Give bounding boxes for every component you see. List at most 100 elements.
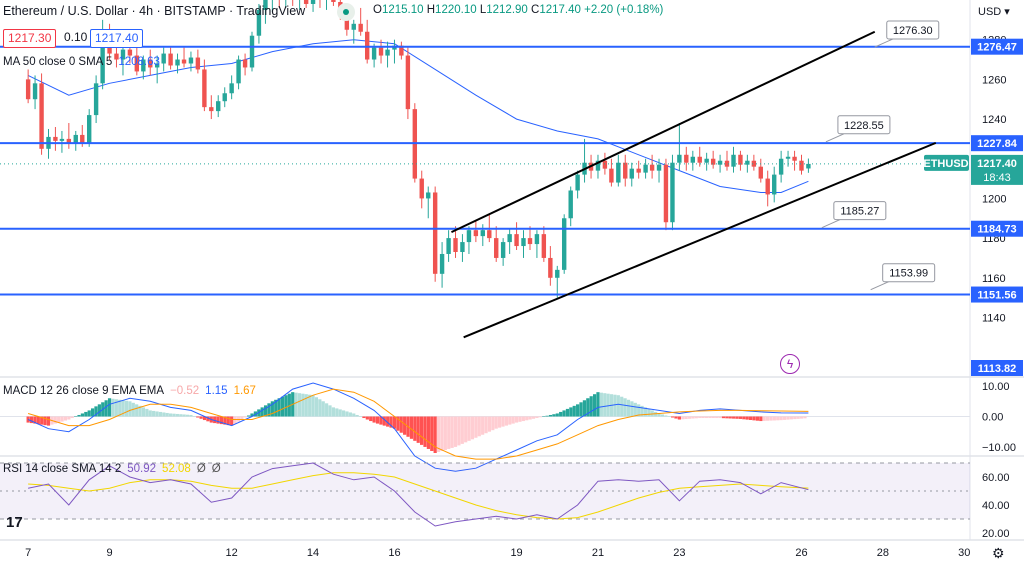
candle-up[interactable] (236, 55, 241, 90)
candle-down[interactable] (419, 170, 424, 209)
candle-down[interactable] (623, 154, 628, 187)
candle-down[interactable] (202, 59, 207, 112)
candle-up[interactable] (59, 130, 65, 153)
candle-down[interactable] (684, 146, 689, 171)
candle-up[interactable] (643, 158, 648, 179)
candle-up[interactable] (73, 130, 78, 151)
candle-up[interactable] (772, 166, 777, 203)
candle-down[interactable] (134, 47, 140, 76)
candle-up[interactable] (555, 265, 560, 298)
flash-icon[interactable]: ϟ (780, 354, 800, 374)
candle-down[interactable] (303, 0, 309, 8)
candle-down[interactable] (25, 69, 31, 104)
time-axis[interactable]: 7 9 12 14 16 19 21 23 26 28 30 (25, 547, 970, 559)
candle-up[interactable] (731, 146, 736, 173)
candle-up[interactable] (507, 228, 512, 254)
candle-up[interactable] (222, 87, 227, 108)
eye-icon[interactable] (337, 3, 355, 21)
candle-down[interactable] (710, 150, 716, 169)
candle-up[interactable] (806, 158, 811, 173)
buy-price-button[interactable]: 1217.40 (90, 29, 144, 48)
candle-up[interactable] (582, 138, 587, 183)
candle-down[interactable] (209, 95, 214, 120)
candle-down[interactable] (541, 226, 547, 262)
candle-up[interactable] (745, 154, 750, 173)
candle-up[interactable] (216, 95, 221, 118)
candle-down[interactable] (765, 170, 770, 207)
candle-up[interactable] (561, 214, 567, 274)
candle-up[interactable] (175, 53, 180, 74)
candle-down[interactable] (364, 19, 370, 64)
candle-up[interactable] (229, 75, 234, 100)
candle-down[interactable] (494, 226, 499, 262)
ma-legend[interactable]: MA 50 close 0 SMA 5 1208.63 (3, 56, 160, 68)
candle-down[interactable] (66, 123, 72, 149)
candle-down[interactable] (758, 158, 763, 183)
candle-up[interactable] (677, 123, 682, 171)
candle-up[interactable] (466, 226, 472, 254)
candle-up[interactable] (297, 0, 301, 10)
candle-down[interactable] (318, 0, 322, 8)
candle-down[interactable] (799, 154, 804, 175)
candle-down[interactable] (751, 154, 757, 171)
price-callout[interactable]: 1153.99 (870, 263, 936, 291)
price-pane[interactable]: 1276.30 1228.55 1185.27 1153.99 (0, 0, 970, 339)
candle-up[interactable] (32, 75, 38, 110)
candle-up[interactable] (86, 109, 92, 147)
candle-up[interactable] (778, 150, 784, 183)
candle-up[interactable] (446, 230, 451, 262)
candle-up[interactable] (568, 186, 573, 227)
channel-trend-line[interactable] (451, 30, 876, 234)
candle-down[interactable] (548, 246, 553, 286)
candle-down[interactable] (609, 158, 614, 187)
candle-up[interactable] (656, 158, 662, 183)
candle-up[interactable] (480, 224, 485, 247)
macd-pane[interactable] (0, 382, 970, 472)
candle-down[interactable] (148, 49, 153, 76)
candle-up[interactable] (670, 154, 675, 231)
candle-up[interactable] (500, 238, 506, 266)
rsi-pane[interactable] (0, 462, 970, 527)
candle-up[interactable] (161, 47, 166, 72)
candle-up[interactable] (690, 150, 696, 171)
price-callout[interactable]: 1185.27 (821, 201, 887, 229)
price-axis[interactable]: 114011601180120012201240126012801276.471… (923, 35, 1023, 540)
candle-down[interactable] (195, 49, 201, 74)
candle-up[interactable] (629, 162, 634, 187)
candle-up[interactable] (154, 55, 160, 84)
channel-trend-line[interactable] (463, 141, 937, 339)
candle-down[interactable] (181, 47, 187, 68)
candle-down[interactable] (168, 47, 173, 70)
macd-legend[interactable]: MACD 12 26 close 9 EMA EMA −0.52 1.15 1.67 (3, 385, 256, 397)
sell-price-button[interactable]: 1217.30 (3, 29, 57, 48)
candle-down[interactable] (636, 160, 641, 179)
candle-up[interactable] (256, 3, 262, 44)
rsi-legend[interactable]: RSI 14 close SMA 14 2 50.92 52.08 Ø Ø (3, 463, 221, 475)
candle-up[interactable] (188, 51, 194, 72)
candle-down[interactable] (53, 126, 58, 151)
price-callout[interactable]: 1276.30 (874, 20, 940, 48)
candle-down[interactable] (663, 158, 669, 231)
candle-down[interactable] (514, 222, 519, 251)
candle-down[interactable] (473, 220, 479, 243)
candle-down[interactable] (242, 53, 248, 76)
candle-up[interactable] (263, 0, 268, 24)
candle-down[interactable] (792, 150, 797, 171)
candle-down[interactable] (738, 150, 743, 171)
candle-down[interactable] (649, 154, 655, 179)
candle-up[interactable] (310, 0, 316, 12)
price-callout[interactable]: 1228.55 (825, 115, 891, 143)
candle-down[interactable] (724, 150, 730, 171)
candle-up[interactable] (284, 0, 288, 8)
candle-up[interactable] (575, 170, 580, 199)
candle-up[interactable] (616, 154, 621, 187)
candle-down[interactable] (378, 39, 384, 64)
candle-down[interactable] (291, 0, 295, 6)
candle-down[interactable] (697, 146, 702, 167)
candle-down[interactable] (331, 0, 336, 6)
candle-down[interactable] (39, 73, 44, 155)
candle-up[interactable] (426, 186, 431, 219)
candle-down[interactable] (432, 186, 438, 282)
candle-up[interactable] (460, 234, 465, 262)
